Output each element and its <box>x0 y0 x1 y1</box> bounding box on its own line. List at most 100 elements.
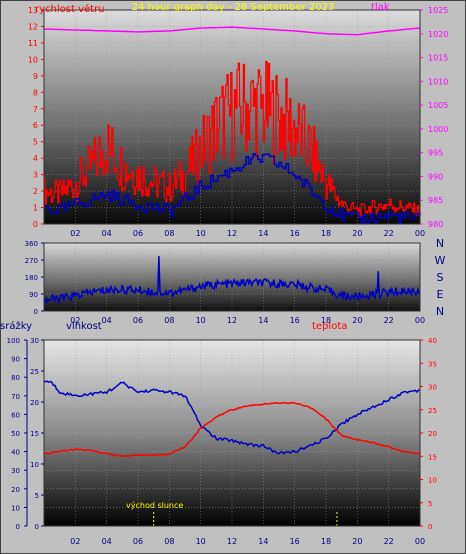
temperature-tick-label: 25 <box>428 407 437 415</box>
x-tick-label: 10 <box>196 537 206 546</box>
panel-wind-ticks: 0123456789101112139809859909951000100510… <box>28 6 449 238</box>
x-tick-label: 12 <box>227 537 237 546</box>
wind-speed-tick-label: 0 <box>33 220 38 229</box>
pressure-tick-label: 990 <box>428 172 443 181</box>
wind-speed-tick-label: 11 <box>28 39 38 48</box>
x-tick-label: 20 <box>352 537 362 546</box>
pressure-tick-label: 985 <box>428 196 443 205</box>
x-tick-label: 06 <box>133 229 143 238</box>
x-tick-label: 16 <box>290 229 300 238</box>
compass-label: N <box>436 237 444 250</box>
x-tick-label: 02 <box>70 229 80 238</box>
wind-speed-tick-label: 10 <box>28 55 38 64</box>
x-tick-label: 04 <box>102 229 112 238</box>
precip-axis-label: srážky <box>0 320 32 332</box>
wind-speed-tick-label: 3 <box>33 171 38 180</box>
pressure-tick-label: 995 <box>428 149 443 158</box>
precip-tick-label: 0 <box>16 523 20 531</box>
panel-wind-series <box>43 26 421 225</box>
humidity-tick-label: 10 <box>30 461 39 469</box>
humidity-axis-label: vlhkost <box>66 321 102 332</box>
precip-tick-label: 30 <box>11 467 20 475</box>
x-tick-label: 08 <box>164 316 174 325</box>
panel-humidity-ticks: 0102030405060708090100051015202530051015… <box>7 337 437 546</box>
humidity-tick-label: 15 <box>30 430 39 438</box>
precip-tick-label: 70 <box>11 393 20 401</box>
precip-tick-label: 100 <box>7 337 20 345</box>
x-tick-label: 02 <box>70 537 80 546</box>
x-tick-label: 12 <box>227 229 237 238</box>
wind-speed-tick-label: 4 <box>33 154 38 163</box>
x-tick-label: 18 <box>321 537 331 546</box>
wind-average-line <box>44 153 421 225</box>
pressure-tick-label: 1005 <box>428 101 448 110</box>
pressure-tick-label: 980 <box>428 220 443 229</box>
x-tick-label: 16 <box>290 316 300 325</box>
x-tick-label: 10 <box>196 229 206 238</box>
precip-tick-label: 40 <box>11 449 20 457</box>
precip-tick-label: 10 <box>11 504 20 512</box>
chart-title: 24 hour graph day - 28 September 2023 <box>132 2 335 13</box>
x-tick-label: 22 <box>384 229 394 238</box>
pressure-line <box>43 26 421 36</box>
x-tick-label: 20 <box>352 316 362 325</box>
x-tick-label: 00 <box>415 537 425 546</box>
x-tick-label: 14 <box>258 537 268 546</box>
humidity-line <box>43 380 421 455</box>
temperature-tick-label: 0 <box>428 523 432 531</box>
temperature-tick-label: 30 <box>428 384 437 392</box>
wind-speed-tick-label: 6 <box>33 121 38 130</box>
direction-tick-label: 360 <box>25 240 38 248</box>
x-tick-label: 14 <box>258 316 268 325</box>
pressure-tick-label: 1000 <box>428 125 448 134</box>
humidity-tick-label: 25 <box>30 368 39 376</box>
direction-tick-label: 0 <box>34 308 38 316</box>
temperature-tick-label: 35 <box>428 360 437 368</box>
x-tick-label: 22 <box>384 537 394 546</box>
temperature-tick-label: 20 <box>428 430 437 438</box>
x-tick-label: 04 <box>102 537 112 546</box>
wind-speed-tick-label: 13 <box>28 6 38 15</box>
wind-speed-axis-label: rychlost větru <box>35 3 105 15</box>
temperature-axis-label: teplota <box>312 321 347 332</box>
x-tick-label: 18 <box>321 229 331 238</box>
pressure-axis-label: tlak <box>371 2 390 13</box>
wind-speed-tick-label: 12 <box>28 22 38 31</box>
panel-direction-series <box>43 256 421 306</box>
wind-speed-tick-label: 1 <box>33 204 38 213</box>
precip-tick-label: 60 <box>11 411 20 419</box>
x-tick-label: 04 <box>102 316 112 325</box>
precip-tick-label: 90 <box>11 356 20 364</box>
temperature-tick-label: 40 <box>428 337 437 345</box>
x-tick-label: 12 <box>227 316 237 325</box>
compass-label: W <box>435 254 446 267</box>
panel-humidity-series <box>43 380 421 526</box>
wind-speed-tick-label: 7 <box>33 105 38 114</box>
x-tick-label: 18 <box>321 316 331 325</box>
panel-wind-border <box>43 9 421 225</box>
x-tick-label: 14 <box>258 229 268 238</box>
humidity-tick-label: 30 <box>30 337 39 345</box>
x-tick-label: 16 <box>290 537 300 546</box>
wind-direction-line <box>43 256 421 306</box>
pressure-tick-label: 1010 <box>428 77 448 86</box>
pressure-tick-label: 1020 <box>428 30 448 39</box>
sunrise-label: východ slunce <box>126 501 183 510</box>
x-tick-label: 06 <box>133 316 143 325</box>
wind-speed-tick-label: 8 <box>33 88 38 97</box>
direction-tick-label: 180 <box>25 274 38 282</box>
humidity-tick-label: 5 <box>35 492 39 500</box>
temperature-tick-label: 15 <box>428 453 437 461</box>
wind-speed-tick-label: 5 <box>33 138 38 147</box>
direction-tick-label: 270 <box>25 257 38 265</box>
compass-label: E <box>437 288 444 301</box>
x-tick-label: 22 <box>384 316 394 325</box>
wind-speed-tick-label: 9 <box>33 72 38 81</box>
x-tick-label: 10 <box>196 316 206 325</box>
temperature-tick-label: 10 <box>428 477 437 485</box>
compass-label: N <box>436 305 444 318</box>
wind-speed-tick-label: 2 <box>33 187 38 196</box>
